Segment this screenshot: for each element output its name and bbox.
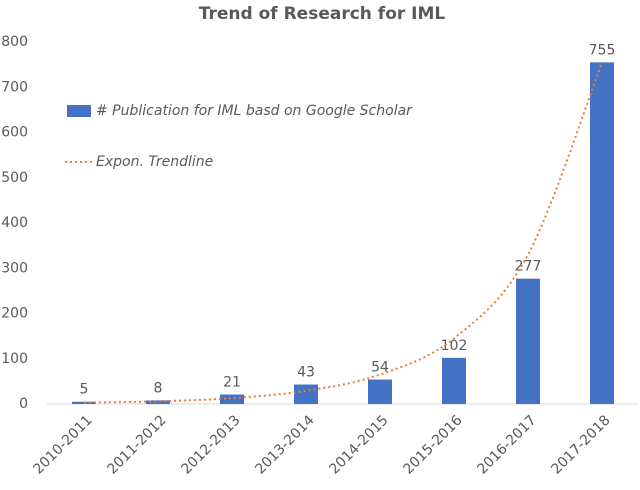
legend-label: Expon. Trendline [96, 154, 213, 170]
bar [442, 357, 466, 404]
x-tick-label: 2013-2014 [252, 412, 317, 477]
x-tick-label: 2016-2017 [474, 412, 539, 477]
legend-swatch [67, 105, 91, 117]
bar [220, 394, 244, 404]
data-label: 8 [154, 380, 163, 396]
y-tick-label: 0 [19, 396, 28, 412]
chart-title: Trend of Research for IML [199, 4, 446, 24]
data-label: 54 [371, 360, 389, 376]
x-tick-label: 2011-2012 [104, 412, 169, 477]
y-tick-label: 600 [1, 125, 28, 141]
data-label: 277 [515, 259, 542, 275]
y-tick-label: 700 [1, 79, 28, 95]
bar [72, 401, 96, 404]
y-tick-label: 300 [1, 260, 28, 276]
data-label: 755 [589, 42, 616, 58]
data-label: 43 [297, 365, 315, 381]
data-label: 21 [223, 374, 241, 390]
y-tick-label: 400 [1, 215, 28, 231]
bar [294, 384, 318, 404]
x-tick-label: 2014-2015 [326, 412, 391, 477]
x-tick-label: 2010-2011 [30, 412, 95, 477]
bar [146, 400, 170, 404]
y-tick-label: 100 [1, 351, 28, 367]
y-tick-label: 500 [1, 170, 28, 186]
x-tick-label: 2015-2016 [400, 412, 465, 477]
y-tick-label: 800 [1, 34, 28, 50]
legend-label: # Publication for IML basd on Google Sch… [96, 103, 413, 119]
x-tick-label: 2017-2018 [548, 412, 613, 477]
bar [516, 278, 540, 404]
bar [590, 62, 614, 405]
bar [368, 379, 392, 404]
data-label: 5 [80, 382, 89, 398]
data-label: 102 [441, 338, 468, 354]
y-tick-label: 200 [1, 306, 28, 322]
x-tick-label: 2012-2013 [178, 412, 243, 477]
